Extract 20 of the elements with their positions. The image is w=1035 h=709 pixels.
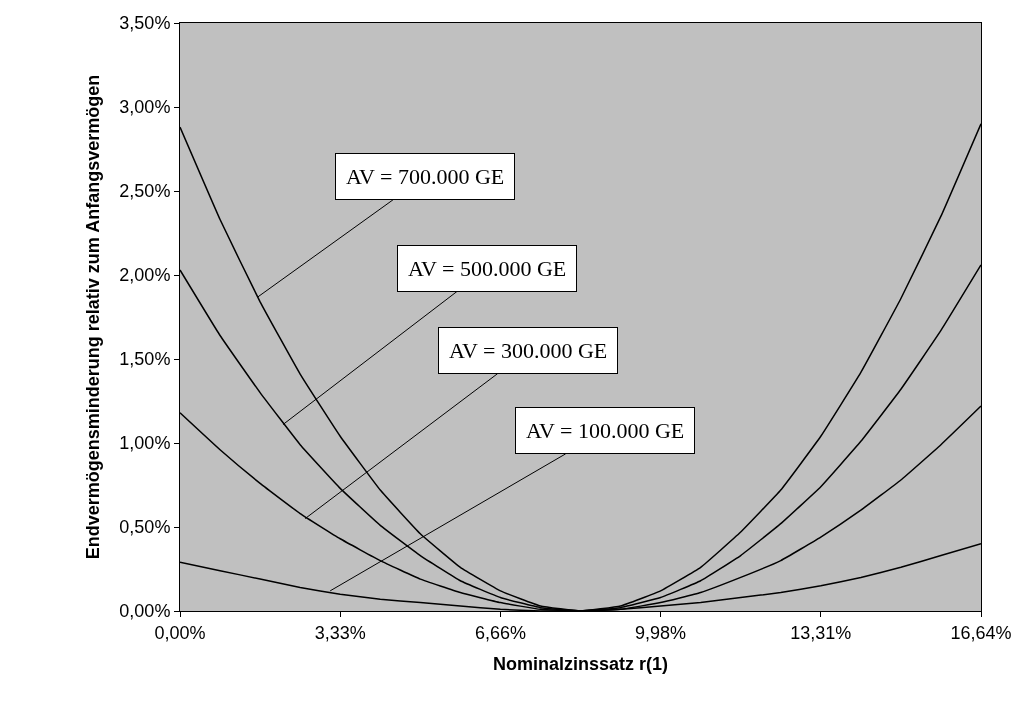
- x-tick-label: 13,31%: [790, 622, 852, 643]
- x-tick-label: 6,66%: [475, 622, 527, 643]
- x-tick-label: 16,64%: [950, 622, 1012, 643]
- annotation: AV = 100.000 GE: [526, 418, 685, 443]
- annotation: AV = 700.000 GE: [346, 164, 505, 189]
- x-tick-label: 3,33%: [314, 622, 366, 643]
- x-tick-label: 9,98%: [634, 622, 686, 643]
- annotation: AV = 500.000 GE: [408, 256, 567, 281]
- y-tick-label: 1,50%: [119, 349, 171, 370]
- y-tick-label: 2,00%: [119, 265, 171, 286]
- y-axis-title: Endvermögensminderung relativ zum Anfangsvermögen: [82, 74, 103, 560]
- annotation: AV = 300.000 GE: [449, 338, 608, 363]
- y-tick-label: 3,50%: [119, 13, 171, 34]
- y-tick-label: 0,50%: [119, 517, 171, 538]
- y-tick-label: 3,00%: [119, 97, 171, 118]
- x-axis-title: Nominalzinssatz r(1): [492, 653, 669, 674]
- x-tick-label: 0,00%: [154, 622, 206, 643]
- y-tick-label: 2,50%: [119, 181, 171, 202]
- y-tick-label: 0,00%: [119, 601, 171, 622]
- y-tick-label: 1,00%: [119, 433, 171, 454]
